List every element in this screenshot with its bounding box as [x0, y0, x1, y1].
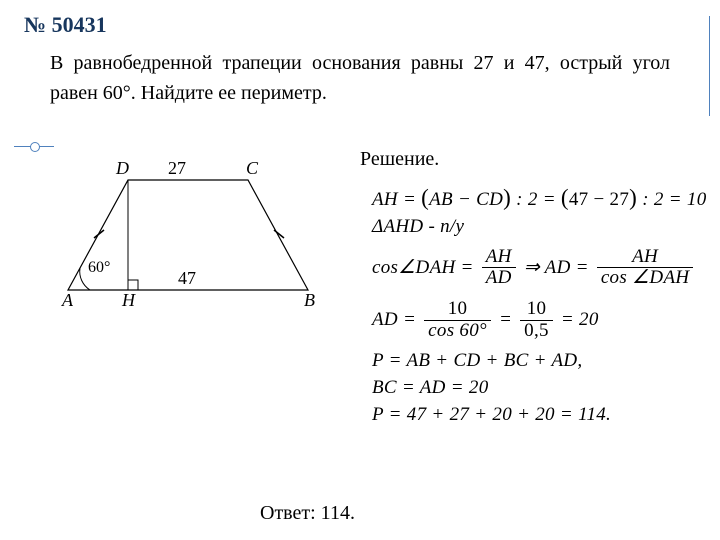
l1c: AB − CD — [429, 189, 503, 210]
solution-line-7: P = 47 + 27 + 20 + 20 = 114. — [372, 404, 707, 427]
l3n1: AH — [482, 247, 516, 269]
l3d2: cos ∠DAH — [597, 268, 694, 289]
decorative-side-line — [709, 16, 710, 116]
frac-3b: AHcos ∠DAH — [597, 247, 694, 290]
l1a: AH = — [372, 189, 421, 210]
l3n2: AH — [597, 247, 694, 269]
l1e: : 2 = — [511, 189, 561, 210]
l4b: = — [499, 309, 517, 330]
right-angle-marker — [128, 280, 138, 290]
frac-4b: 100,5 — [520, 299, 553, 342]
label-h: H — [121, 290, 136, 310]
label-top-base: 27 — [168, 158, 186, 178]
solution-body: AH = (AB − CD) : 2 = (47 − 27) : 2 = 10 … — [372, 180, 707, 431]
solution-heading: Решение. — [360, 148, 439, 171]
problem-number: № 50431 — [24, 12, 107, 38]
solution-line-6: BC = AD = 20 — [372, 377, 707, 400]
label-d: D — [115, 158, 129, 178]
l3d1: AD — [482, 268, 516, 289]
label-a: A — [61, 290, 74, 310]
l3b: ⇒ AD = — [524, 256, 594, 277]
l4n1: 10 — [424, 299, 491, 321]
l4a: AD = — [372, 309, 421, 330]
frac-3a: AHAD — [482, 247, 516, 290]
answer: Ответ: 114. — [260, 502, 355, 525]
solution-line-1: AH = (AB − CD) : 2 = (47 − 27) : 2 = 10 — [372, 184, 707, 212]
solution-line-3: cos∠DAH = AHAD ⇒ AD = AHcos ∠DAH — [372, 247, 707, 290]
solution-line-4: AD = 10cos 60° = 100,5 = 20 — [372, 299, 707, 342]
problem-text: В равнобедренной трапеции основания равн… — [50, 48, 670, 108]
solution-line-2: ΔAHD - п/у — [372, 216, 707, 239]
l4c: = 20 — [561, 309, 599, 330]
l1b: ( — [421, 185, 429, 210]
l3a: cos∠DAH = — [372, 256, 479, 277]
tick-ad — [94, 230, 104, 238]
l1i: : 2 = 10 — [637, 189, 706, 210]
l1d: ) — [503, 185, 511, 210]
l1g: 47 − 27 — [569, 189, 629, 210]
l4n2: 10 — [520, 299, 553, 321]
l4d1: cos 60° — [424, 321, 491, 342]
label-bottom-base: 47 — [178, 268, 196, 288]
frac-4a: 10cos 60° — [424, 299, 491, 342]
label-c: C — [246, 158, 259, 178]
label-angle: 60° — [88, 259, 110, 276]
label-b: B — [304, 290, 315, 310]
l4d2: 0,5 — [520, 321, 553, 342]
trapezoid-diagram: A B C D H 27 47 60° — [18, 140, 338, 325]
l1f: ( — [561, 185, 569, 210]
solution-line-5: P = AB + CD + BC + AD, — [372, 350, 707, 373]
l1h: ) — [629, 185, 637, 210]
